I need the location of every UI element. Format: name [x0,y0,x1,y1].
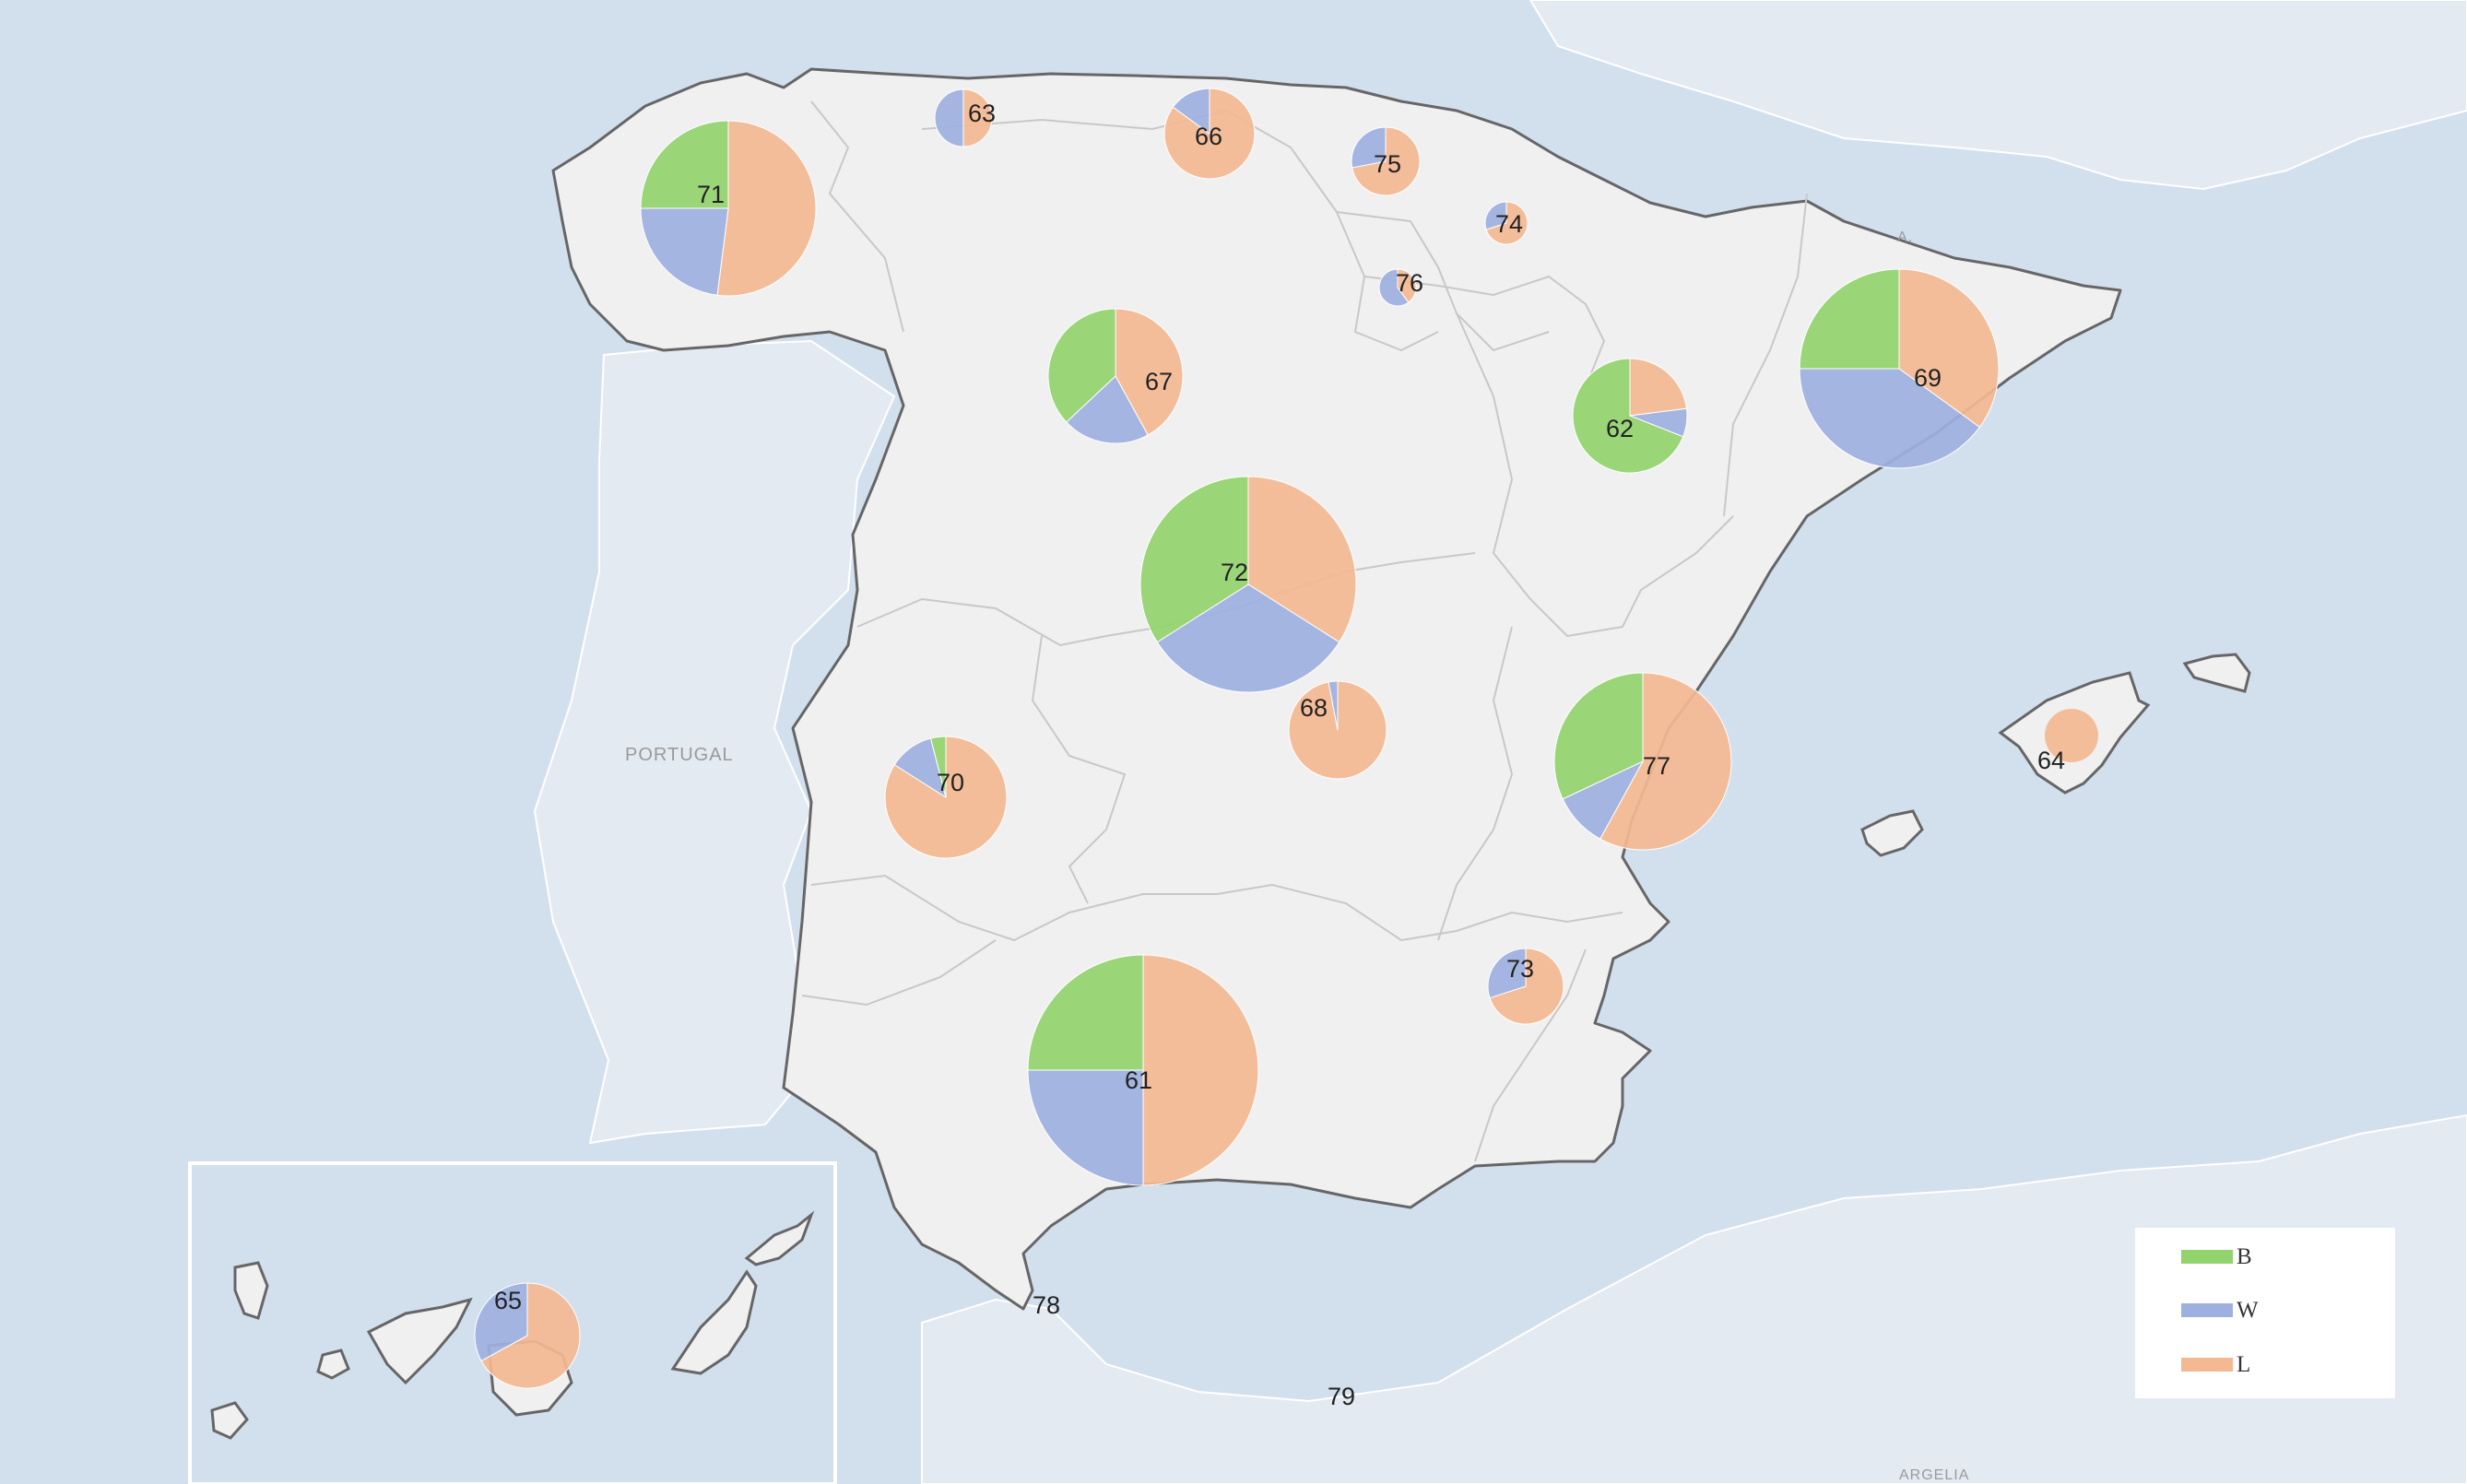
region-label: 72 [1221,559,1248,586]
region-label: 70 [937,769,964,796]
canary-islands [210,1210,815,1440]
pie-slice-l[interactable] [1629,358,1688,417]
region-label: 66 [1195,123,1222,150]
pie-marker[interactable] [1163,88,1256,180]
pie-slice-w[interactable] [1156,583,1340,693]
legend-swatch-w [2181,1303,2233,1317]
algeria-label: ARGELIA [1899,1467,1969,1483]
region-label: 61 [1125,1066,1152,1094]
pie-slice-l[interactable] [1485,201,1529,245]
region-label: 63 [968,100,996,127]
pie-slice-l[interactable] [1115,308,1184,436]
france-land [1529,0,2467,191]
pie-slice-l[interactable] [716,120,817,297]
pie-slice-b[interactable] [929,736,947,798]
pie-slice-l[interactable] [480,1282,581,1389]
region-label: 75 [1374,150,1401,178]
pie-slice-b[interactable] [1553,672,1644,800]
pie-slice-w[interactable] [1027,1069,1144,1186]
pie-marker[interactable] [1378,268,1417,307]
region-label: 79 [1328,1383,1355,1410]
pie-slice-l[interactable] [1599,672,1732,851]
region-label: 77 [1643,752,1670,780]
pie-slice-w[interactable] [1351,126,1387,169]
region-label: 62 [1606,415,1634,442]
legend: B W L [2135,1228,2395,1398]
pie-marker[interactable] [1139,476,1357,693]
north-africa-land [921,1113,2467,1484]
pie-markers [474,88,2098,1389]
legend-box [2135,1228,2395,1398]
ibiza-island [1860,809,1924,857]
pie-slice-b[interactable] [1047,308,1116,423]
pie-slice-b[interactable] [1572,358,1684,474]
region-label: 71 [697,181,725,208]
menorca-island [2182,653,2251,693]
region-label: 76 [1396,269,1423,297]
pie-slice-w[interactable] [1172,88,1210,135]
region-label: 74 [1495,210,1523,238]
region-label: 73 [1506,955,1534,983]
legend-swatch-l [2181,1358,2233,1372]
pie-slice-l[interactable] [2045,709,2098,762]
region-label: 65 [494,1287,522,1314]
region-label: 64 [2037,747,2065,774]
legend-label-b: B [2237,1244,2252,1269]
pie-marker[interactable] [1553,672,1732,851]
pie-slice-w[interactable] [1378,268,1410,307]
pie-slice-b[interactable] [1799,268,1900,370]
pie-marker[interactable] [640,120,817,297]
pie-slice-w[interactable] [1328,680,1339,731]
pie-slice-l[interactable] [1898,268,2000,429]
region-labels: 71 63 66 75 74 76 67 62 69 72 70 68 77 7… [494,100,2065,1410]
pie-marker[interactable] [1799,268,2000,469]
legend-swatch-b [2181,1250,2233,1264]
pie-marker[interactable] [934,88,993,147]
pie-marker[interactable] [1047,308,1184,444]
pie-slice-w[interactable] [474,1282,528,1362]
region-label: 67 [1145,368,1173,395]
pie-slice-l[interactable] [1247,476,1357,643]
pie-slice-l[interactable] [1397,268,1417,303]
pie-slice-w[interactable] [1066,375,1149,444]
pie-slice-w[interactable] [1484,201,1507,230]
legend-label-l: L [2237,1352,2250,1377]
pie-slice-b[interactable] [1027,954,1144,1071]
pie-marker[interactable] [1351,126,1421,196]
pie-marker[interactable] [1487,948,1564,1025]
pie-slice-l[interactable] [962,88,993,147]
pie-slice-w[interactable] [640,207,729,296]
pie-marker[interactable] [1572,358,1688,474]
pie-marker[interactable] [2045,709,2098,762]
andorra-label: A. [1897,230,1913,245]
region-label: 68 [1300,694,1328,722]
pie-slice-w[interactable] [1799,368,1981,469]
pie-slice-w[interactable] [934,88,964,147]
pie-marker[interactable] [1288,680,1387,780]
pie-marker[interactable] [1027,954,1259,1186]
pie-marker[interactable] [1484,201,1529,245]
pie-slice-b[interactable] [1139,476,1249,643]
pie-slice-l[interactable] [1489,948,1564,1025]
region-label: 78 [1033,1291,1060,1319]
region-label: 69 [1914,364,1942,392]
pie-marker[interactable] [884,736,1008,859]
pie-slice-w[interactable] [1487,948,1527,999]
pie-slice-b[interactable] [640,120,729,209]
portugal-label: PORTUGAL [625,745,734,765]
pie-marker[interactable] [474,1282,581,1389]
pie-slice-l[interactable] [1142,954,1259,1186]
legend-label-w: W [2237,1298,2259,1323]
